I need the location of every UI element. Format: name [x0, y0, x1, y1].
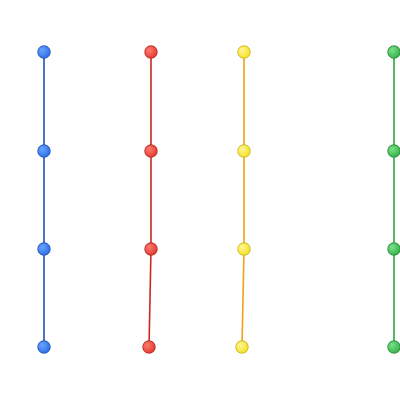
blue-node-2	[37, 144, 51, 158]
blue-node-3	[37, 242, 51, 256]
green-node-2	[387, 144, 400, 158]
yellow-node-1	[237, 45, 251, 59]
yellow-line	[241, 51, 245, 348]
green-node-1	[387, 45, 400, 59]
green-node-3	[387, 242, 400, 256]
red-node-1	[144, 45, 158, 59]
blue-node-4	[37, 340, 51, 354]
yellow-node-4	[235, 340, 249, 354]
red-node-3	[144, 242, 158, 256]
blue-node-1	[37, 45, 51, 59]
green-node-4	[387, 340, 400, 354]
red-node-2	[144, 144, 158, 158]
red-line	[148, 51, 152, 348]
yellow-node-3	[237, 242, 251, 256]
yellow-node-2	[237, 144, 251, 158]
red-node-4	[142, 340, 156, 354]
